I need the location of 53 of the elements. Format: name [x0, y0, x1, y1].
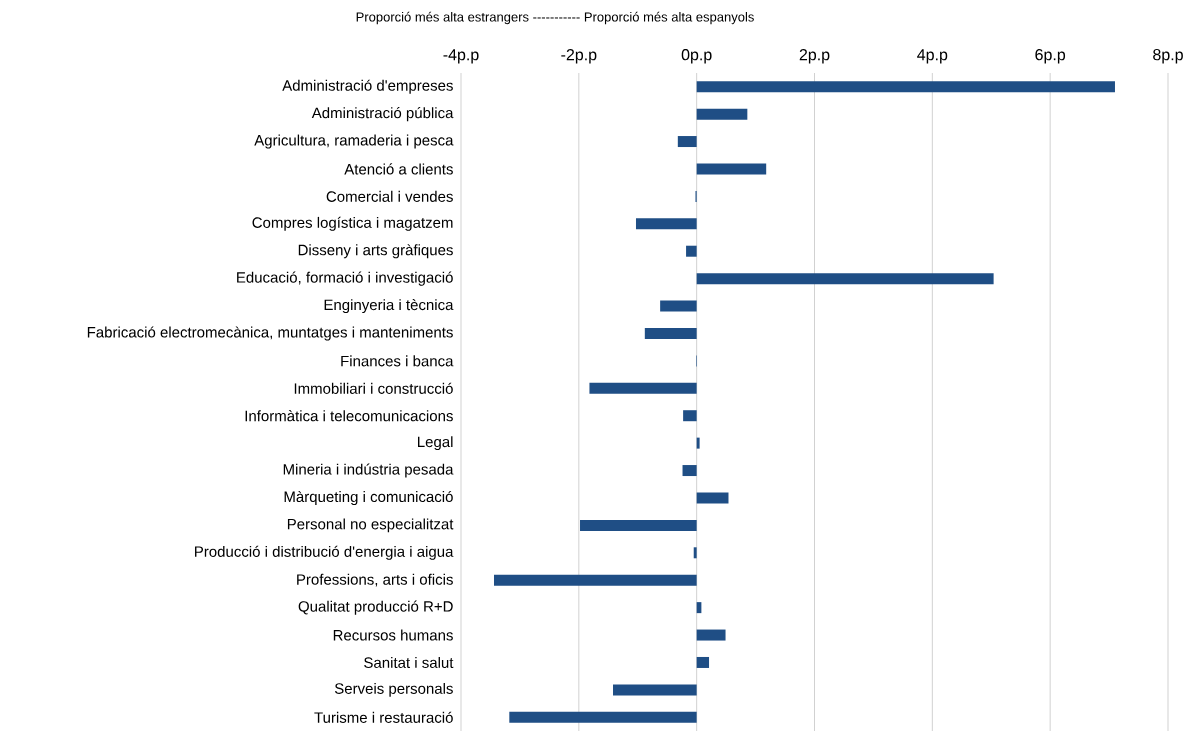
- bar: [696, 81, 1115, 93]
- bar: [644, 327, 697, 339]
- y-tick-label: Educació, formació i investigació: [237, 271, 453, 286]
- bar: [613, 684, 697, 696]
- y-tick-label: Informàtica i telecomunicacions: [245, 410, 453, 422]
- y-tick-label: Qualitat producció R+D: [298, 600, 453, 615]
- bar: [683, 410, 697, 422]
- y-tick-label: Sanitat i salut: [364, 656, 454, 668]
- bar: [635, 218, 697, 230]
- y-tick-label: Legal: [418, 436, 453, 451]
- y-tick-label: Comercial i vendes: [326, 190, 453, 202]
- y-tick-label: Màrqueting i comunicació: [284, 490, 453, 506]
- x-tick-label: 2p.p: [799, 48, 830, 64]
- x-tick-label: -4p.p: [443, 49, 479, 64]
- x-tick-label: -2p.p: [561, 48, 597, 64]
- y-tick-label: Disseny i arts gràfiques: [298, 244, 453, 259]
- bar: [696, 273, 994, 285]
- y-tick-label: Immobiliari i construcció: [294, 382, 453, 394]
- y-tick-label: Agricultura, ramaderia i pesca: [254, 134, 454, 149]
- bar: [589, 382, 697, 394]
- bar: [677, 136, 697, 148]
- bar: [660, 300, 697, 312]
- bar: [686, 245, 697, 257]
- bar: [696, 163, 767, 175]
- y-tick-label: Turisme i restauració: [314, 711, 453, 723]
- bar: [696, 492, 729, 504]
- y-tick-label: Recursos humans: [333, 629, 453, 641]
- y-tick-label: Compres logística i magatzem: [252, 216, 453, 231]
- bar: [696, 437, 700, 449]
- x-tick-label: 6p.p: [1035, 48, 1066, 64]
- bar: [509, 711, 697, 723]
- x-tick-label: 4p.p: [917, 49, 948, 64]
- bar: [682, 465, 697, 477]
- y-tick-label: Administració pública: [311, 107, 454, 122]
- y-tick-label: Enginyeria i tècnica: [324, 298, 454, 314]
- x-tick-label: 0p.p: [681, 48, 712, 64]
- y-tick-label: Personal no especialitzat: [287, 518, 454, 533]
- bar: [696, 656, 710, 668]
- y-tick-label: Professions, arts i oficis: [297, 573, 453, 587]
- bar: [696, 108, 748, 120]
- bar: [580, 519, 697, 531]
- y-tick-label: Producció i distribució d'energia i aigua: [195, 545, 454, 560]
- y-tick-label: Fabricació electromecànica, muntatges i manteniments: [87, 326, 453, 341]
- x-axis-title: Proporció més alta estrangers ----------- Proporció més alta espanyols: [356, 11, 754, 25]
- y-tick-label: Finances i banca: [341, 355, 454, 367]
- y-tick-label: Mineria i indústria pesada: [283, 463, 454, 478]
- y-tick-label: Administració d'empreses: [282, 79, 453, 94]
- x-tick-label: 8p.p: [1153, 48, 1183, 64]
- bar: [494, 574, 697, 586]
- y-tick-label: Serveis personals: [334, 682, 453, 697]
- bar: [693, 547, 697, 559]
- y-tick-label: Atenció a clients: [344, 163, 453, 175]
- bar: [696, 629, 726, 641]
